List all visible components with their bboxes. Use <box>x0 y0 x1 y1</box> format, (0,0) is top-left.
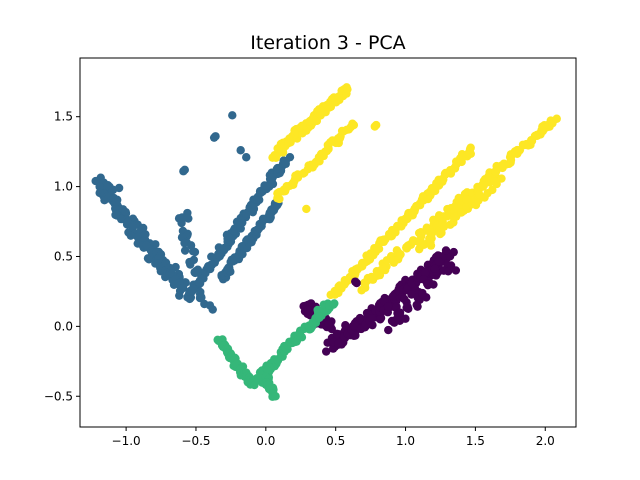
data-point-series-1 <box>197 293 206 302</box>
data-point-series-1 <box>190 268 200 278</box>
plot-frame <box>79 57 577 428</box>
data-point-series-2 <box>302 204 311 214</box>
data-point-series-3 <box>350 321 359 330</box>
data-point-series-1 <box>207 260 217 269</box>
data-point-series-3 <box>341 321 350 330</box>
data-point-series-3 <box>407 290 416 299</box>
y-tick-label: 0.5 <box>54 249 73 263</box>
data-point-series-1 <box>228 111 237 120</box>
x-tick-label: 1.5 <box>466 434 485 448</box>
data-point-series-1 <box>241 209 251 218</box>
data-point-series-1 <box>184 214 193 223</box>
data-point-series-3 <box>351 277 360 286</box>
data-point-series-2 <box>439 222 449 231</box>
data-point-series-1 <box>236 146 245 155</box>
data-point-series-3 <box>367 314 377 323</box>
data-point-series-3 <box>420 268 430 277</box>
data-point-series-3 <box>403 302 412 311</box>
y-tick-label: −0.5 <box>44 389 73 403</box>
data-point-series-3 <box>383 301 393 311</box>
data-point-series-1 <box>255 195 264 205</box>
data-point-series-3 <box>376 313 386 323</box>
data-point-series-1 <box>141 230 150 239</box>
data-point-series-1 <box>142 240 151 250</box>
data-point-series-1 <box>103 180 113 190</box>
data-point-series-1 <box>177 218 186 228</box>
data-point-series-1 <box>178 283 188 293</box>
data-point-series-1 <box>112 197 121 207</box>
data-point-series-1 <box>190 247 200 257</box>
data-point-series-1 <box>242 153 251 162</box>
data-point-series-2 <box>348 119 357 128</box>
data-point-series-1 <box>187 286 196 296</box>
data-point-series-2 <box>335 133 345 142</box>
data-point-series-2 <box>382 262 391 271</box>
y-tick-label: 1.5 <box>54 110 73 124</box>
data-point-series-3 <box>388 292 398 301</box>
data-point-series-3 <box>399 294 409 304</box>
data-point-series-3 <box>401 314 410 323</box>
chart-title: Iteration 3 - PCA <box>250 32 405 54</box>
data-point-series-3 <box>384 325 393 335</box>
data-point-series-3 <box>332 329 342 339</box>
x-tick-label: −1.0 <box>112 434 141 448</box>
data-point-series-3 <box>422 279 432 288</box>
data-point-series-1 <box>186 260 195 269</box>
data-point-series-3 <box>395 308 405 317</box>
data-point-series-2 <box>457 208 466 217</box>
data-point-series-1 <box>195 278 204 287</box>
data-point-series-3 <box>413 302 422 311</box>
data-point-series-1 <box>121 207 130 217</box>
data-point-series-1 <box>285 152 295 162</box>
data-point-series-3 <box>441 246 451 255</box>
x-tick-label: 1.0 <box>396 434 415 448</box>
data-point-series-3 <box>430 264 440 273</box>
data-point-series-1 <box>208 305 217 314</box>
data-point-series-2 <box>505 152 515 162</box>
data-point-series-3 <box>449 247 458 257</box>
data-point-series-2 <box>490 177 499 186</box>
data-point-series-2 <box>343 85 352 94</box>
data-point-series-3 <box>429 280 438 289</box>
data-point-series-3 <box>334 339 343 348</box>
data-point-series-1 <box>126 231 136 240</box>
data-point-series-2 <box>465 145 475 154</box>
data-point-series-2 <box>552 114 561 123</box>
data-point-series-1 <box>211 132 220 141</box>
data-point-series-1 <box>175 291 184 300</box>
x-tick-label: 0.0 <box>256 434 275 448</box>
data-point-series-1 <box>95 182 104 191</box>
data-point-series-1 <box>180 238 189 248</box>
data-point-series-2 <box>396 250 405 259</box>
data-point-series-2 <box>491 167 501 177</box>
data-point-series-4 <box>330 299 339 308</box>
x-axis: −1.0 −0.5 0.0 0.5 1.0 1.5 2.0 <box>112 427 555 448</box>
data-point-series-1 <box>114 183 124 193</box>
data-point-series-1 <box>180 246 190 255</box>
x-tick-label: 0.5 <box>326 434 345 448</box>
data-point-series-3 <box>418 288 427 298</box>
data-point-series-2 <box>497 174 506 183</box>
data-point-series-2 <box>372 120 381 130</box>
data-point-series-1 <box>186 241 196 250</box>
data-point-series-2 <box>488 185 497 195</box>
data-point-series-2 <box>462 195 471 204</box>
data-point-series-4 <box>314 312 324 321</box>
y-tick-label: 0.0 <box>54 319 73 333</box>
data-point-series-4 <box>263 365 273 374</box>
data-point-series-3 <box>451 266 461 275</box>
data-point-series-3 <box>322 347 331 356</box>
x-tick-label: 2.0 <box>536 434 555 448</box>
y-axis: −0.5 0.0 0.5 1.0 1.5 <box>44 110 80 403</box>
data-points <box>91 83 561 401</box>
data-point-series-2 <box>475 190 484 199</box>
y-tick-label: 1.0 <box>54 180 73 194</box>
data-point-series-4 <box>271 392 280 401</box>
data-point-series-3 <box>383 308 393 317</box>
x-tick-label: −0.5 <box>181 434 210 448</box>
data-point-series-3 <box>324 320 333 329</box>
data-point-series-3 <box>434 257 444 266</box>
data-point-series-1 <box>180 165 189 175</box>
